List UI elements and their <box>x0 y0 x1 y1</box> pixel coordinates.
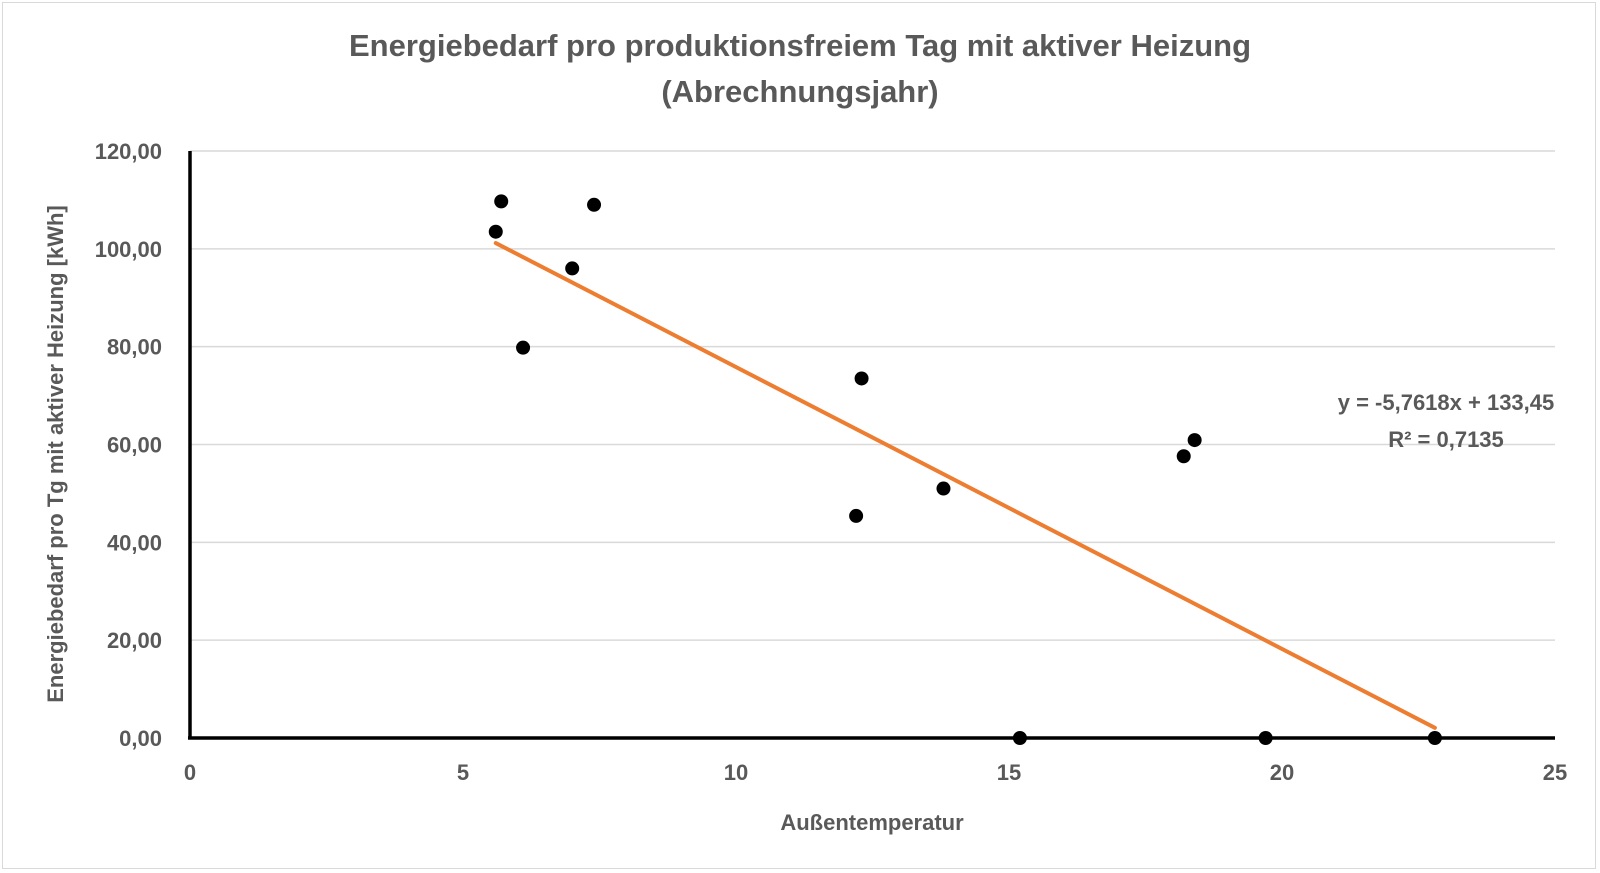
data-point <box>1012 731 1027 745</box>
data-point <box>516 340 531 355</box>
data-point <box>1187 433 1202 448</box>
data-points <box>488 194 1442 745</box>
y-axis-title: Energiebedarf pro Tg mit aktiver Heizung… <box>43 205 68 703</box>
trendline-equation: y = -5,7618x + 133,45 <box>1338 390 1555 415</box>
y-tick-label: 60,00 <box>107 433 162 458</box>
data-point <box>565 261 580 276</box>
data-point <box>1258 731 1273 745</box>
data-point <box>936 481 951 496</box>
trendline-r-squared: R² = 0,7135 <box>1388 427 1504 452</box>
y-tick-label: 80,00 <box>107 335 162 360</box>
x-tick-label: 0 <box>184 760 196 785</box>
x-tick-label: 15 <box>997 760 1021 785</box>
gridlines <box>190 150 1555 641</box>
trendline-group <box>493 241 1437 730</box>
y-tick-label: 0,00 <box>119 726 162 751</box>
axes <box>188 151 1555 740</box>
chart-title-line-2: (Abrechnungsjahr) <box>661 74 938 109</box>
data-point <box>494 194 509 209</box>
y-tick-label: 120,00 <box>95 139 162 164</box>
x-tick-label: 25 <box>1543 760 1567 785</box>
x-tick-label: 10 <box>724 760 748 785</box>
trendline <box>493 241 1437 730</box>
data-point <box>587 197 602 212</box>
x-tick-label: 5 <box>457 760 469 785</box>
x-axis-title: Außentemperatur <box>780 810 964 835</box>
data-point <box>1176 449 1191 464</box>
y-tick-label: 100,00 <box>95 237 162 262</box>
chart-title-line-1: Energiebedarf pro produktionsfreiem Tag … <box>349 28 1251 63</box>
data-point <box>1427 731 1442 745</box>
y-tick-label: 20,00 <box>107 628 162 653</box>
x-tick-labels: 0 5 10 15 20 25 <box>184 760 1567 785</box>
data-point <box>849 508 864 523</box>
y-tick-labels: 0,00 20,00 40,00 60,00 80,00 100,00 120,00 <box>95 139 162 751</box>
data-point <box>854 371 869 386</box>
y-tick-label: 40,00 <box>107 530 162 555</box>
x-tick-label: 20 <box>1270 760 1294 785</box>
data-point <box>488 224 503 239</box>
